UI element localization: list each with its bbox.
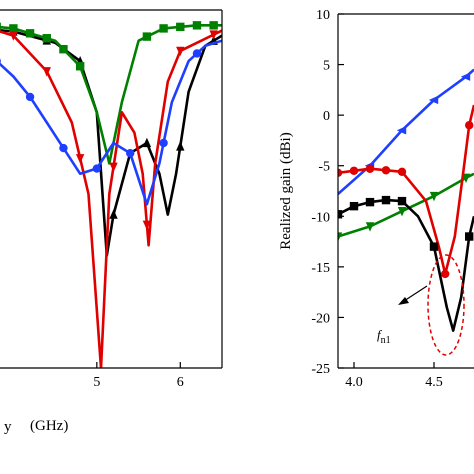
right-series-3-marker-3 [381,195,391,205]
left-series-0-marker-6 [176,141,185,151]
right-series-3-marker-1 [349,201,359,211]
left-series-1-marker-2 [9,24,18,33]
fn1-ellipse [427,254,465,356]
right-x-tick-label: 4.5 [425,375,443,390]
right-series-2-marker-5 [441,269,450,279]
right-series-0-marker-3 [460,72,471,81]
left-series-3-marker-2 [59,143,68,153]
left-series-3-marker-5 [159,138,168,148]
left-x-tick-label: 5 [93,375,100,390]
left-series-1-marker-9 [176,22,185,32]
left-series-1-marker-6 [75,62,85,71]
right-series-2-line [338,104,474,276]
left-x-tick-label: 6 [177,375,184,390]
right-series-1-marker-0 [338,232,343,242]
left-series-2-marker-7 [209,30,218,40]
left-x-axis-label-partial: y [4,419,12,435]
left-series-2-marker-4 [109,162,118,173]
right-series-3-marker-0 [338,210,343,219]
right-series-1-marker-2 [397,207,407,217]
left-series-3 [0,39,222,206]
right-series-1-marker-3 [429,191,439,202]
left-series-1 [0,21,222,165]
right-series-3-line [338,198,474,332]
right-y-tick-label: -25 [311,362,330,377]
right-series-0-marker-1 [396,126,407,135]
left-series-1-marker-3 [25,29,35,38]
left-series-2 [0,29,222,368]
right-series-3-marker-2 [365,197,375,207]
left-x-axis-unit: (GHz) [30,418,68,434]
left-series-2-marker-6 [176,46,185,57]
left-series-3-marker-4 [126,149,135,158]
left-series-1-marker-7 [142,32,152,41]
fn1-arrow-line [403,285,428,302]
right-series-2 [338,104,474,279]
right-series-3 [338,195,474,332]
right-series-2-marker-1 [349,166,359,175]
left-series-1-line [0,24,222,165]
left-series-2-marker-5 [142,220,152,230]
right-y-ticks: 10 5 0 -5 -10 -15 -20 -25 [311,8,344,377]
right-series-3-marker-4 [397,196,407,206]
right-y-tick-label: -10 [311,210,330,225]
right-x-ticks: 4.0 4.5 [345,362,443,390]
right-series-1-marker-1 [365,222,375,232]
left-series-3-marker-3 [92,164,102,173]
left-series-1-marker-1 [0,22,1,32]
left-series-1-marker-11 [209,21,218,30]
left-series-2-marker-3 [75,154,85,164]
left-series-3-marker-6 [192,49,202,58]
fn1-annotation: fn1 [377,327,391,346]
right-y-tick-label: -15 [311,261,330,276]
left-series-0-marker-4 [109,209,118,219]
right-series-2-marker-3 [381,166,391,175]
right-y-tick-label: -5 [318,160,330,175]
right-series-0-marker-2 [428,95,439,105]
right-series-2-marker-6 [465,121,474,130]
right-series-group [338,68,474,332]
left-series-2-line [0,29,222,368]
right-y-tick-label: 0 [323,109,330,124]
left-series-0-marker-5 [142,137,152,148]
left-series-3-marker-0 [0,58,1,64]
left-series-1-marker-4 [42,34,51,43]
left-series-3-marker-1 [25,92,35,102]
right-y-tick-label: -20 [311,311,330,326]
right-series-3-marker-6 [465,232,474,241]
right-y-tick-label: 10 [316,8,330,23]
right-series-2-marker-2 [365,164,375,173]
right-y-axis-label: Realized gain (dBi) [278,132,294,249]
left-series-1-marker-8 [159,24,168,33]
right-y-tick-label: 5 [323,59,330,74]
left-series-1-marker-5 [59,45,68,54]
left-series-3-line [0,39,222,206]
left-series-1-marker-10 [192,21,202,30]
fn1-arrow-head [398,297,409,305]
right-series-2-marker-4 [397,167,407,176]
left-series-group [0,21,222,368]
right-series-3-marker-5 [429,242,439,251]
left-series-2-marker-1 [9,31,18,41]
left-series-2-marker-2 [42,67,51,77]
right-x-tick-label: 4.0 [345,375,363,390]
right-panel: 10 5 0 -5 -10 -15 -20 -25 4.0 4.5 Realized gain … [278,8,474,390]
right-series-2-marker-0 [338,168,343,177]
